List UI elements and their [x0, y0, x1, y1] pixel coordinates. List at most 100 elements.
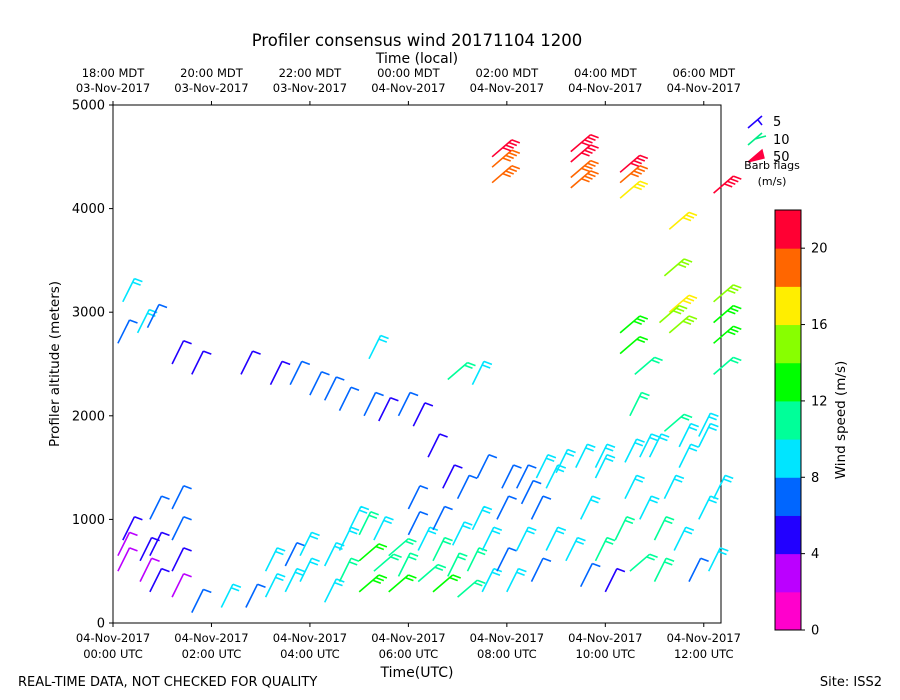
- wind-barb: [264, 573, 286, 598]
- colorbar-tick-label: 20: [811, 242, 828, 257]
- wind-barb: [457, 579, 486, 598]
- colorbar-segment: [775, 362, 801, 402]
- legend-barb-10-label: 10: [773, 133, 790, 148]
- top-tick-time: 20:00 MDT: [180, 66, 244, 80]
- wind-barb: [501, 464, 522, 489]
- wind-barb: [407, 485, 429, 510]
- wind-barb: [264, 547, 286, 572]
- wind-barb: [117, 319, 138, 344]
- wind-barb: [668, 315, 698, 334]
- wind-barb: [515, 526, 537, 551]
- top-tick-date: 03-Nov-2017: [76, 81, 150, 95]
- wind-barb: [594, 453, 616, 479]
- wind-barb: [171, 547, 192, 572]
- wind-barb: [668, 211, 698, 230]
- wind-barb: [476, 453, 498, 479]
- wind-barb: [323, 376, 345, 401]
- colorbar-tick-label: 0: [811, 624, 819, 639]
- legend-barb-50-symbol: [747, 148, 765, 163]
- wind-barb: [594, 536, 616, 562]
- quality-note: REAL-TIME DATA, NOT CHECKED FOR QUALITY: [18, 675, 317, 690]
- wind-barb: [663, 474, 685, 500]
- top-tick-date: 04-Nov-2017: [568, 81, 642, 95]
- wind-barb: [570, 144, 599, 163]
- wind-barb: [191, 588, 212, 613]
- wind-barb: [171, 485, 192, 510]
- barb-legend: 5 10 50 Barb flags (m/s): [744, 115, 800, 188]
- colorbar-segment: [775, 515, 801, 555]
- bottom-tick-date: 04-Nov-2017: [174, 631, 248, 645]
- wind-barb: [358, 574, 388, 593]
- top-tick-time: 02:00 MDT: [476, 66, 540, 80]
- wind-barb: [619, 315, 649, 334]
- y-axis-label: Profiler altitude (meters): [47, 281, 63, 447]
- wind-barb: [604, 567, 626, 593]
- wind-barb: [456, 474, 478, 500]
- wind-barb: [191, 350, 212, 375]
- wind-barb: [619, 154, 649, 173]
- wind-barb: [240, 350, 261, 375]
- bottom-tick-date: 04-Nov-2017: [568, 631, 642, 645]
- wind-barb: [530, 557, 552, 582]
- wind-barb: [388, 537, 417, 557]
- barb-flags-units: (m/s): [758, 175, 787, 188]
- wind-barb: [673, 526, 695, 551]
- wind-barb: [496, 495, 517, 520]
- wind-barb: [491, 165, 521, 184]
- bottom-tick-date: 04-Nov-2017: [470, 631, 544, 645]
- bottom-tick-date: 04-Nov-2017: [371, 631, 445, 645]
- wind-barb: [698, 422, 719, 448]
- wind-barb: [368, 334, 389, 360]
- wind-barb: [338, 526, 360, 551]
- wind-barb: [663, 258, 693, 277]
- y-tick-label: 2000: [72, 409, 105, 424]
- wind-barb: [122, 277, 143, 303]
- wind-barb: [289, 360, 311, 386]
- wind-barb: [284, 541, 306, 567]
- legend-barb-50-label: 50: [773, 150, 790, 165]
- barb-flags-title: Barb flags: [744, 159, 800, 172]
- wind-barb: [269, 360, 291, 386]
- wind-barb: [447, 361, 476, 381]
- wind-barb: [417, 563, 447, 583]
- bottom-tick-time: 08:00 UTC: [477, 647, 537, 661]
- wind-barb: [491, 139, 521, 158]
- wind-barb: [619, 180, 649, 199]
- wind-barb: [220, 583, 242, 608]
- top-tick-time: 06:00 MDT: [672, 66, 736, 80]
- colorbar-segment: [775, 248, 801, 287]
- plot-frame: [112, 104, 722, 624]
- wind-barb: [658, 304, 688, 324]
- wind-barb: [545, 526, 567, 551]
- wind-barb: [713, 325, 742, 344]
- bottom-tick-time: 00:00 UTC: [83, 647, 143, 661]
- wind-barb: [481, 526, 503, 551]
- colorbar-segment: [775, 286, 801, 326]
- wind-barb: [309, 371, 330, 396]
- bottom-tick-date: 04-Nov-2017: [273, 631, 347, 645]
- y-tick-label: 1000: [72, 513, 105, 528]
- top-tick-time: 00:00 MDT: [377, 66, 441, 80]
- wind-barb: [122, 516, 143, 541]
- wind-barb: [594, 443, 616, 468]
- colorbar-segment: [775, 400, 801, 440]
- wind-barb: [284, 567, 306, 593]
- wind-barb: [149, 531, 170, 557]
- wind-barb: [648, 433, 670, 458]
- wind-barb: [570, 159, 599, 179]
- wind-barb: [653, 516, 675, 541]
- colorbar-segment: [775, 324, 801, 364]
- wind-barb: [378, 396, 399, 422]
- wind-barb: [506, 567, 527, 593]
- legend-barb-10-symbol: [747, 132, 767, 146]
- wind-barb: [412, 402, 434, 427]
- wind-barb: [530, 495, 552, 520]
- top-tick-date: 04-Nov-2017: [470, 81, 544, 95]
- wind-barb: [579, 562, 601, 588]
- bottom-tick-time: 12:00 UTC: [674, 647, 734, 661]
- colorbar-tick-label: 12: [811, 394, 828, 409]
- colorbar-segment: [775, 477, 801, 516]
- wind-barb: [619, 165, 649, 184]
- wind-barb: [432, 505, 453, 531]
- wind-barb: [555, 448, 576, 474]
